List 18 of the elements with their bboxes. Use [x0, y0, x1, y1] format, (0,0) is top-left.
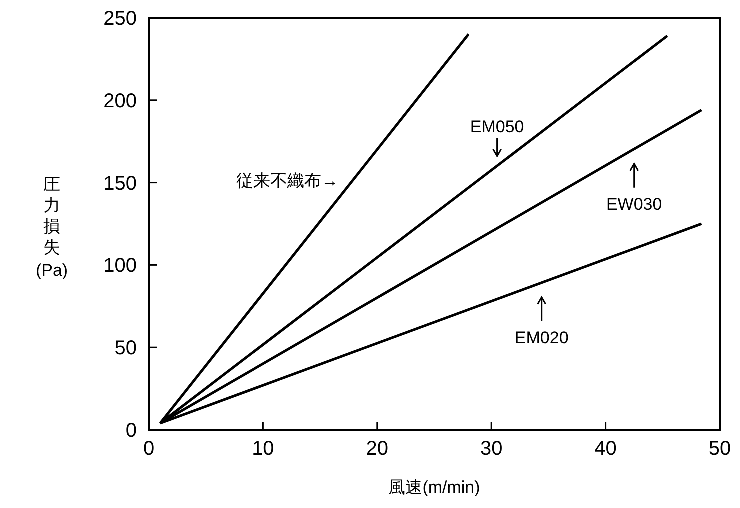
annotation: EM050: [470, 117, 524, 136]
y-axis-title: 圧力損失 (Pa): [36, 175, 68, 280]
y-tick-label: 150: [104, 172, 137, 195]
annotation: EW030: [606, 194, 662, 214]
y-tick-label: 100: [104, 255, 137, 278]
y-tick-label: 200: [104, 90, 137, 112]
y-tick-label: 50: [114, 338, 137, 360]
y-tick-label: 0: [126, 420, 137, 442]
x-tick-label: 10: [252, 438, 274, 460]
x-tick-label: 20: [366, 438, 389, 460]
x-tick-label: 0: [143, 438, 155, 460]
x-tick-label: 50: [708, 438, 732, 460]
annotation: EM020: [514, 328, 569, 348]
y-tick-label: 250: [104, 8, 137, 30]
x-axis-title: 風速(m/min): [388, 478, 480, 497]
annotation: 従来不織布→: [236, 172, 339, 190]
x-tick-label: 40: [594, 438, 617, 460]
x-tick-label: 30: [480, 438, 503, 460]
